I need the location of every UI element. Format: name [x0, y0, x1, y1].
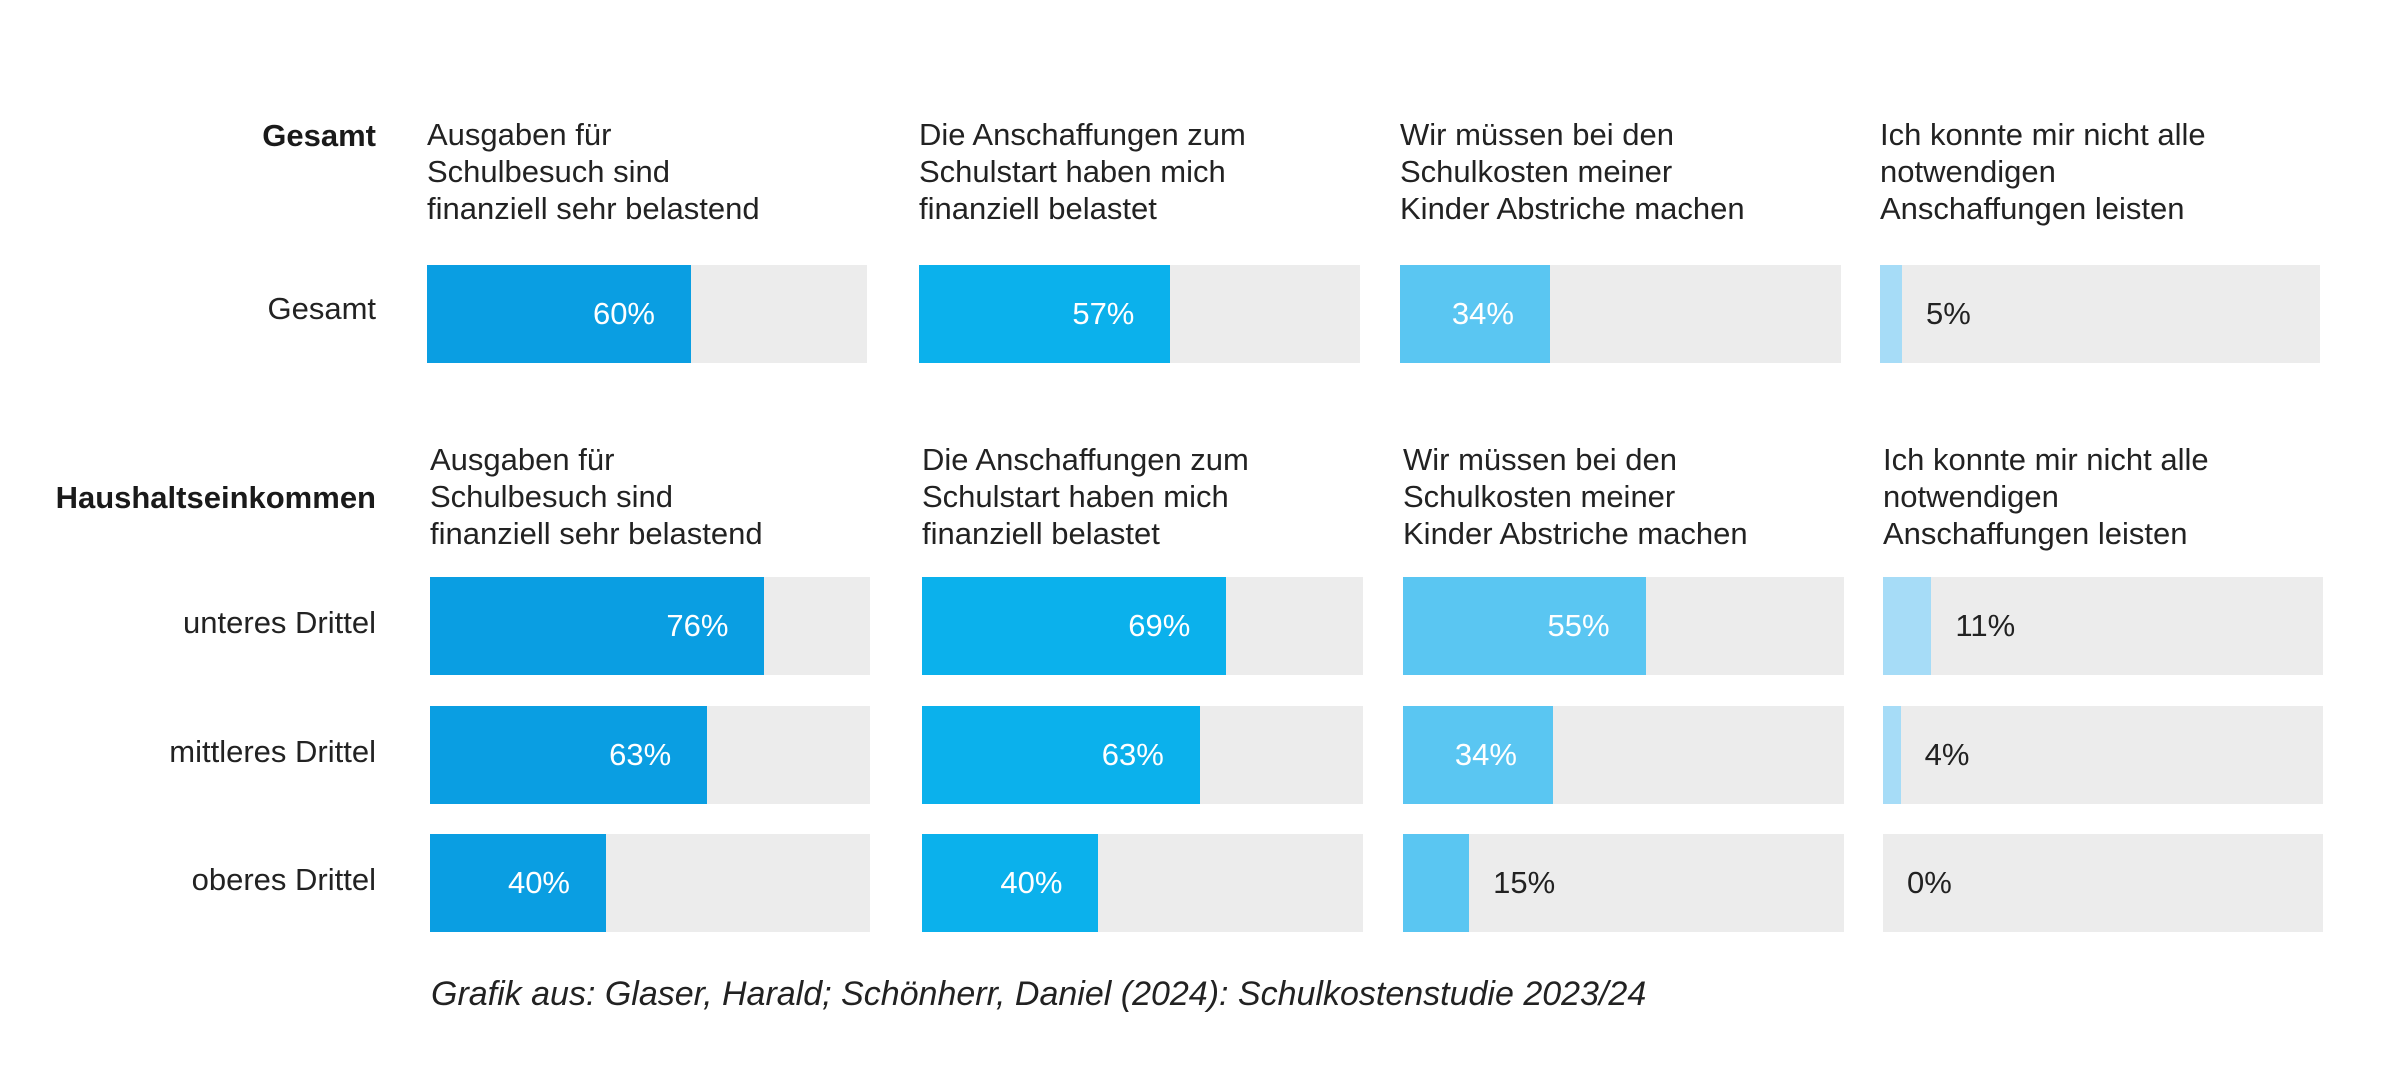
bar — [1880, 265, 1902, 363]
bar-track: 60% — [427, 265, 867, 363]
question-header: Die Anschaffungen zum Schulstart haben mi… — [919, 116, 1246, 227]
data-label: 63% — [609, 737, 672, 772]
question-header-line: Schulstart haben mich — [919, 154, 1226, 189]
question-header-line: finanziell sehr belastend — [430, 516, 763, 551]
bar — [1883, 706, 1901, 804]
bar-track: 63% — [922, 706, 1363, 804]
bar-track: 76% — [430, 577, 870, 675]
question-header-line: Anschaffungen leisten — [1883, 516, 2188, 551]
bar — [919, 265, 1171, 363]
chart-source: Grafik aus: Glaser, Harald; Schönherr, D… — [431, 975, 1647, 1013]
bar-track: 40% — [430, 834, 870, 932]
question-header: Ausgaben für Schulbesuch sind finanziell s… — [430, 441, 763, 552]
question-header: Wir müssen bei den Schulkosten meiner Kind… — [1403, 441, 1748, 552]
question-header-line: Kinder Abstriche machen — [1403, 516, 1748, 551]
bar-track: 57% — [919, 265, 1360, 363]
bar-track: 11% — [1883, 577, 2323, 675]
row-label: Gesamt — [267, 291, 376, 326]
question-header-line: notwendigen — [1883, 479, 2059, 514]
question-header-line: Ich konnte mir nicht alle — [1880, 117, 2206, 152]
bar — [427, 265, 691, 363]
question-header-line: Ich konnte mir nicht alle — [1883, 442, 2209, 477]
bar-track: 5% — [1880, 265, 2320, 363]
question-header-line: Schulstart haben mich — [922, 479, 1229, 514]
data-label: 60% — [592, 296, 655, 331]
group-title: Gesamt — [262, 118, 376, 153]
bar-track: 63% — [430, 706, 870, 804]
data-label: 4% — [1924, 737, 1970, 772]
bar — [922, 577, 1227, 675]
data-label: 34% — [1451, 296, 1514, 331]
question-header-line: Kinder Abstriche machen — [1400, 191, 1745, 226]
bar — [1403, 834, 1470, 932]
data-label: 40% — [1000, 865, 1063, 900]
data-label: 15% — [1493, 865, 1556, 900]
question-header-line: Die Anschaffungen zum — [922, 442, 1249, 477]
bar-track: 0% — [1883, 834, 2323, 932]
question-header-line: Ausgaben für — [427, 117, 612, 152]
question-header: Ich konnte mir nicht alle notwendigen Ansc… — [1880, 116, 2206, 227]
question-header-line: Schulbesuch sind — [430, 479, 673, 514]
row-label: oberes Drittel — [191, 862, 376, 897]
data-label: 57% — [1072, 296, 1135, 331]
bar-track: 34% — [1400, 265, 1841, 363]
question-header: Wir müssen bei den Schulkosten meiner Kind… — [1400, 116, 1745, 227]
row-label: unteres Drittel — [183, 605, 376, 640]
data-label: 69% — [1128, 608, 1191, 643]
question-header-line: Schulkosten meiner — [1403, 479, 1676, 514]
data-label: 76% — [666, 608, 729, 643]
question-header: Die Anschaffungen zum Schulstart haben mi… — [922, 441, 1249, 552]
data-label: 40% — [507, 865, 570, 900]
question-header-line: Die Anschaffungen zum — [919, 117, 1246, 152]
bar-track: 15% — [1403, 834, 1844, 932]
bar — [922, 706, 1200, 804]
bar-track: 4% — [1883, 706, 2323, 804]
question-header: Ausgaben für Schulbesuch sind finanziell s… — [427, 116, 760, 227]
question-header-line: finanziell belastet — [922, 516, 1160, 551]
data-label: 55% — [1547, 608, 1610, 643]
question-header-line: notwendigen — [1880, 154, 2056, 189]
question-header-line: finanziell sehr belastend — [427, 191, 760, 226]
data-label: 5% — [1926, 296, 1971, 331]
question-header-line: Wir müssen bei den — [1403, 442, 1677, 477]
bar — [1400, 265, 1550, 363]
question-header-line: Anschaffungen leisten — [1880, 191, 2185, 226]
bar — [1403, 577, 1646, 675]
question-header-line: finanziell belastet — [919, 191, 1157, 226]
question-header-line: Schulbesuch sind — [427, 154, 670, 189]
row-label: mittleres Drittel — [169, 734, 376, 769]
bar-track: 40% — [922, 834, 1363, 932]
question-header-line: Ausgaben für — [430, 442, 615, 477]
question-header-line: Wir müssen bei den — [1400, 117, 1674, 152]
bar — [430, 834, 606, 932]
bar — [1883, 577, 1932, 675]
bar-track: 69% — [922, 577, 1363, 675]
bar — [922, 834, 1099, 932]
bar — [430, 706, 708, 804]
bar — [430, 577, 765, 675]
data-label: 34% — [1454, 737, 1517, 772]
data-label: 63% — [1101, 737, 1164, 772]
bar — [1403, 706, 1553, 804]
data-label: 0% — [1907, 865, 1952, 900]
question-header: Ich konnte mir nicht alle notwendigen Ansc… — [1883, 441, 2209, 552]
group-title: Haushaltseinkommen — [55, 480, 376, 515]
data-label: 11% — [1955, 608, 2016, 643]
question-header-line: Schulkosten meiner — [1400, 154, 1673, 189]
bar-track: 34% — [1403, 706, 1844, 804]
bar-track: 55% — [1403, 577, 1844, 675]
